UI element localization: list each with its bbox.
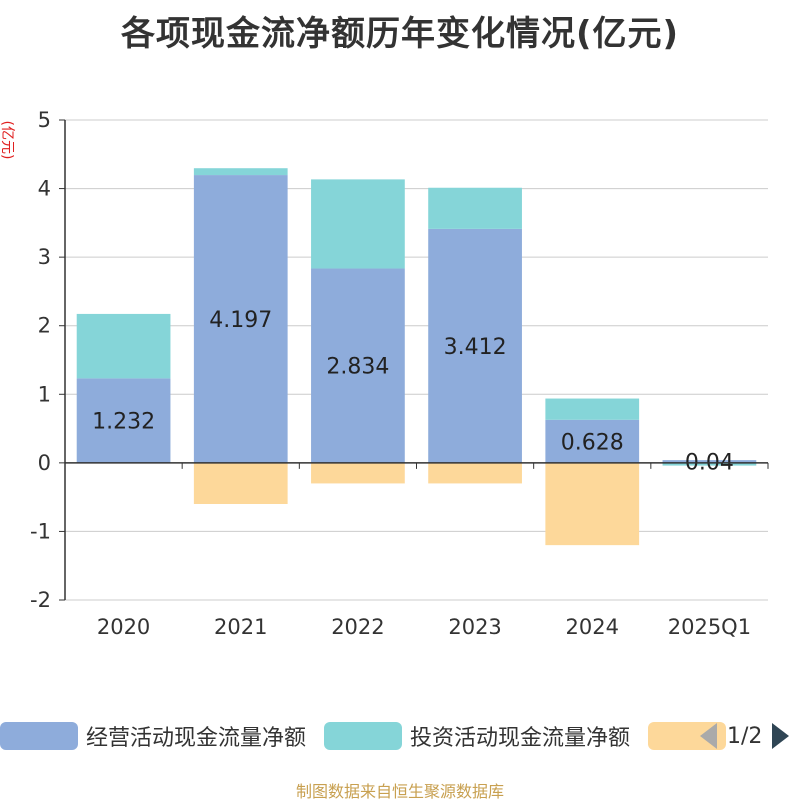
y-tick-label: 1	[38, 382, 51, 406]
bar-series2-2021	[193, 462, 288, 504]
x-tick-label: 2020	[97, 615, 150, 639]
next-page-icon[interactable]	[772, 723, 790, 749]
legend-swatch-operating	[0, 722, 78, 750]
legend-item-investing[interactable]: 投资活动现金流量净额	[324, 720, 630, 752]
bar-series1-2020	[76, 313, 171, 379]
data-label: 0.628	[561, 430, 624, 455]
y-tick-label: -1	[30, 519, 51, 543]
bar-series2-2023	[428, 462, 522, 484]
chart-plot: 543210-1-21.2324.1972.8343.4120.6280.042…	[30, 108, 769, 639]
y-tick-label: 2	[38, 314, 51, 338]
prev-page-icon[interactable]	[700, 723, 717, 749]
legend-label-investing: 投资活动现金流量净额	[410, 726, 631, 751]
y-tick-label: 3	[38, 245, 51, 269]
bar-series0-2020	[76, 378, 171, 463]
bar-series2-2024	[545, 462, 640, 546]
bar-series1-2022	[311, 179, 405, 269]
x-tick-label: 2021	[214, 615, 267, 639]
bar-series1-2023	[428, 187, 522, 229]
data-source-footer: 制图数据来自恒生聚源数据库	[295, 782, 504, 801]
y-tick-label: 4	[38, 177, 51, 201]
data-label: 2.834	[326, 355, 389, 380]
x-tick-label: 2024	[566, 615, 619, 639]
bar-series1-2025Q1	[662, 462, 757, 466]
legend-page-indicator: 1/2	[727, 723, 763, 749]
bar-series0-2025Q1	[662, 460, 757, 463]
bar-series0-2021	[193, 175, 288, 463]
legend: 经营活动现金流量净额 投资活动现金流量净额 1/2	[0, 716, 800, 756]
bar-series1-2021	[193, 168, 288, 176]
y-tick-label: -2	[30, 588, 51, 612]
x-tick-label: 2022	[331, 615, 384, 639]
y-tick-label: 5	[38, 108, 51, 132]
data-label: 3.412	[444, 335, 507, 360]
bar-series1-2024	[545, 398, 640, 420]
x-tick-label: 2023	[448, 615, 501, 639]
bar-series2-2022	[311, 462, 405, 484]
legend-pager: 1/2	[700, 716, 790, 756]
bar-series0-2022	[311, 268, 405, 463]
y-tick-label: 0	[38, 451, 51, 475]
data-label: 1.232	[92, 410, 155, 435]
bar-series0-2023	[428, 228, 522, 463]
data-label: 4.197	[209, 308, 272, 333]
legend-swatch-investing	[324, 722, 403, 750]
legend-label-operating: 经营活动现金流量净额	[86, 726, 307, 751]
chart-title: 各项现金流净额历年变化情况(亿元)	[120, 14, 680, 54]
x-tick-label: 2025Q1	[668, 615, 751, 639]
legend-item-operating[interactable]: 经营活动现金流量净额	[0, 720, 306, 752]
bar-series0-2024	[545, 419, 640, 463]
